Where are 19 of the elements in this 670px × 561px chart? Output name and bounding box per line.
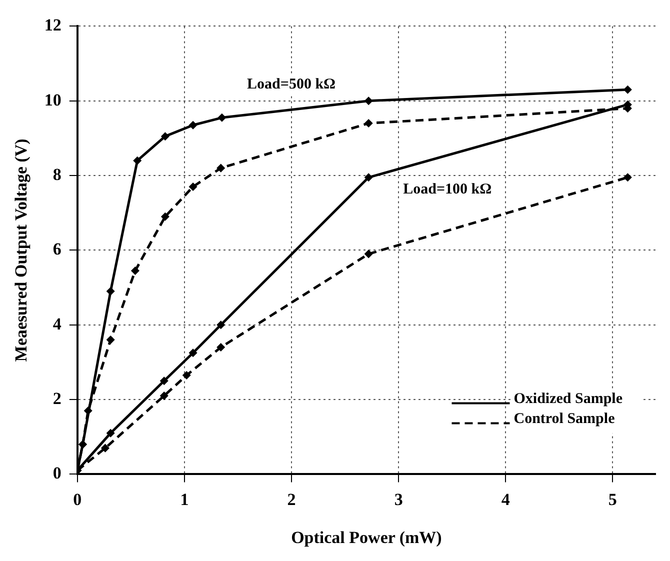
x-tick-label: 2 [287, 490, 296, 509]
y-tick-label: 2 [52, 388, 62, 408]
x-tick-label: 4 [501, 490, 510, 509]
x-tick-label: 1 [180, 490, 189, 509]
y-axis-title: Meaesured Output Voltage (V) [12, 138, 31, 362]
y-tick-label: 6 [52, 240, 62, 259]
y-tick-label: 10 [44, 90, 62, 110]
y-tick-label: 12 [44, 16, 62, 35]
y-tick-label: 8 [52, 164, 62, 184]
legend-label: Oxidized Sample [514, 391, 623, 408]
annotation: Load=500 kΩ [247, 76, 336, 92]
annotation: Load=100 kΩ [403, 182, 492, 198]
x-axis-title: Optical Power (mW) [291, 528, 442, 548]
x-tick-label: 0 [73, 490, 82, 509]
x-tick-label: 3 [394, 490, 403, 509]
legend-label: Control Sample [514, 411, 616, 428]
x-tick-label: 5 [608, 490, 617, 509]
y-tick-label: 0 [52, 464, 62, 483]
y-tick-label: 4 [52, 314, 62, 334]
